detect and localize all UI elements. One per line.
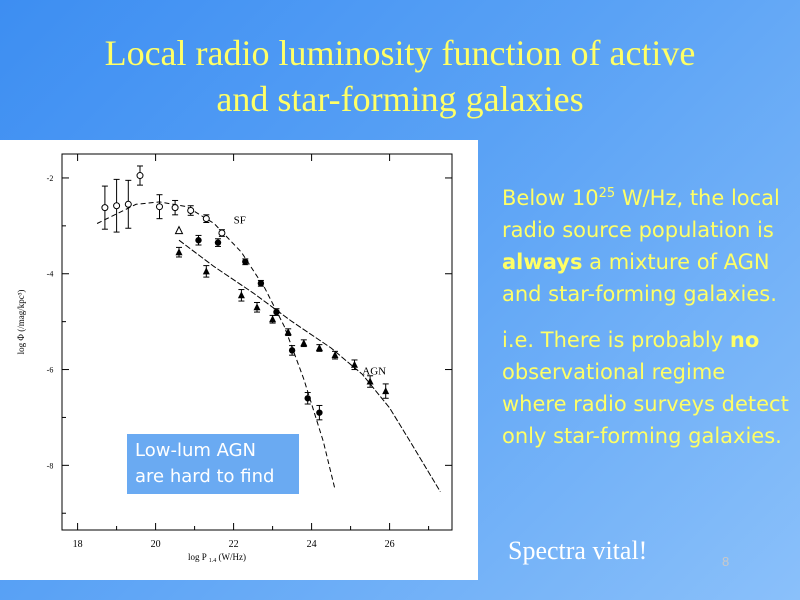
point-filled-circle	[273, 308, 280, 316]
x-tick-label: 20	[151, 539, 161, 550]
slide-title-line2: and star-forming galaxies	[216, 79, 584, 119]
point-filled-triangle	[253, 303, 261, 311]
annotation-agn: AGN	[362, 365, 386, 377]
point-filled-triangle	[284, 328, 292, 336]
p2-emphasis: no	[729, 328, 760, 352]
point-open-circle	[101, 204, 109, 212]
point-filled-triangle	[237, 291, 245, 299]
point-open-triangle	[174, 225, 184, 235]
p2-text-a: i.e. There is probably	[502, 328, 730, 352]
p1-text-c: a mixture of AGN and star-forming galaxi…	[502, 250, 777, 306]
p2-text-b: observational regime where radio surveys…	[502, 360, 789, 448]
point-filled-circle	[214, 239, 222, 246]
slide-number: 8	[722, 554, 730, 569]
y-tick-label: -8	[47, 461, 54, 470]
x-axis-label: log P 1.4 (W/Hz)	[188, 552, 246, 564]
p1-emphasis: always	[502, 250, 583, 274]
point-filled-triangle	[202, 267, 210, 275]
point-filled-circle	[257, 280, 265, 287]
side-paragraph-2: i.e. There is probably no observational …	[502, 324, 792, 452]
point-filled-triangle	[351, 360, 358, 368]
slide-title: Local radio luminosity function of activ…	[0, 30, 800, 122]
callout-line2: are hard to find	[135, 466, 275, 487]
point-filled-triangle	[300, 339, 308, 347]
point-open-circle	[124, 200, 132, 208]
side-text: Below 1025 W/Hz, the local radio source …	[502, 178, 792, 466]
point-filled-triangle	[269, 315, 277, 323]
point-filled-circle	[242, 258, 249, 265]
p1-text-a: Below 10	[502, 186, 599, 210]
point-filled-circle	[316, 409, 323, 416]
point-filled-triangle	[331, 351, 339, 359]
y-tick-label: -4	[47, 270, 54, 279]
point-filled-triangle	[366, 377, 374, 385]
point-open-circle	[187, 207, 195, 215]
side-paragraph-1: Below 1025 W/Hz, the local radio source …	[502, 178, 792, 310]
point-filled-circle	[304, 395, 311, 402]
y-axis-label: log Φ (/mag/kpc³)	[16, 290, 26, 355]
plot-canvas: 18 20 22 24 26 -2 -4 -6 -8 log P 1.4 (W/Hz) log Φ …	[16, 153, 453, 564]
x-tick-label: 22	[229, 539, 239, 550]
x-tick-label: 24	[307, 539, 317, 550]
point-open-circle	[136, 172, 144, 180]
point-filled-triangle	[175, 248, 183, 256]
x-tick-label: 26	[385, 539, 395, 550]
point-open-circle	[202, 215, 210, 223]
point-filled-triangle	[382, 387, 390, 395]
point-open-circle	[156, 203, 163, 211]
callout-box: Low-lum AGN are hard to find	[127, 434, 299, 494]
p1-text-b: W/Hz, the local radio source population …	[502, 186, 780, 242]
y-tick-label: -2	[47, 174, 54, 183]
point-open-circle	[113, 202, 121, 210]
annotation-sf: SF	[234, 214, 246, 226]
slide-title-line1: Local radio luminosity function of activ…	[104, 33, 696, 73]
x-tick-label: 18	[73, 539, 83, 550]
curve-agn	[178, 239, 441, 492]
y-tick-label: -6	[47, 366, 54, 375]
point-filled-circle	[195, 237, 202, 244]
callout-line1: Low-lum AGN	[135, 440, 257, 461]
point-open-circle	[218, 229, 226, 237]
p1-exponent: 25	[598, 186, 616, 201]
point-filled-triangle	[315, 343, 323, 351]
luminosity-function-plot: 18 20 22 24 26 -2 -4 -6 -8 log P 1.4 (W/Hz) log Φ …	[0, 140, 478, 580]
footer-text: Spectra vital!	[508, 536, 648, 565]
point-open-circle	[171, 204, 179, 212]
point-filled-circle	[288, 347, 296, 354]
plot-frame	[61, 153, 453, 531]
